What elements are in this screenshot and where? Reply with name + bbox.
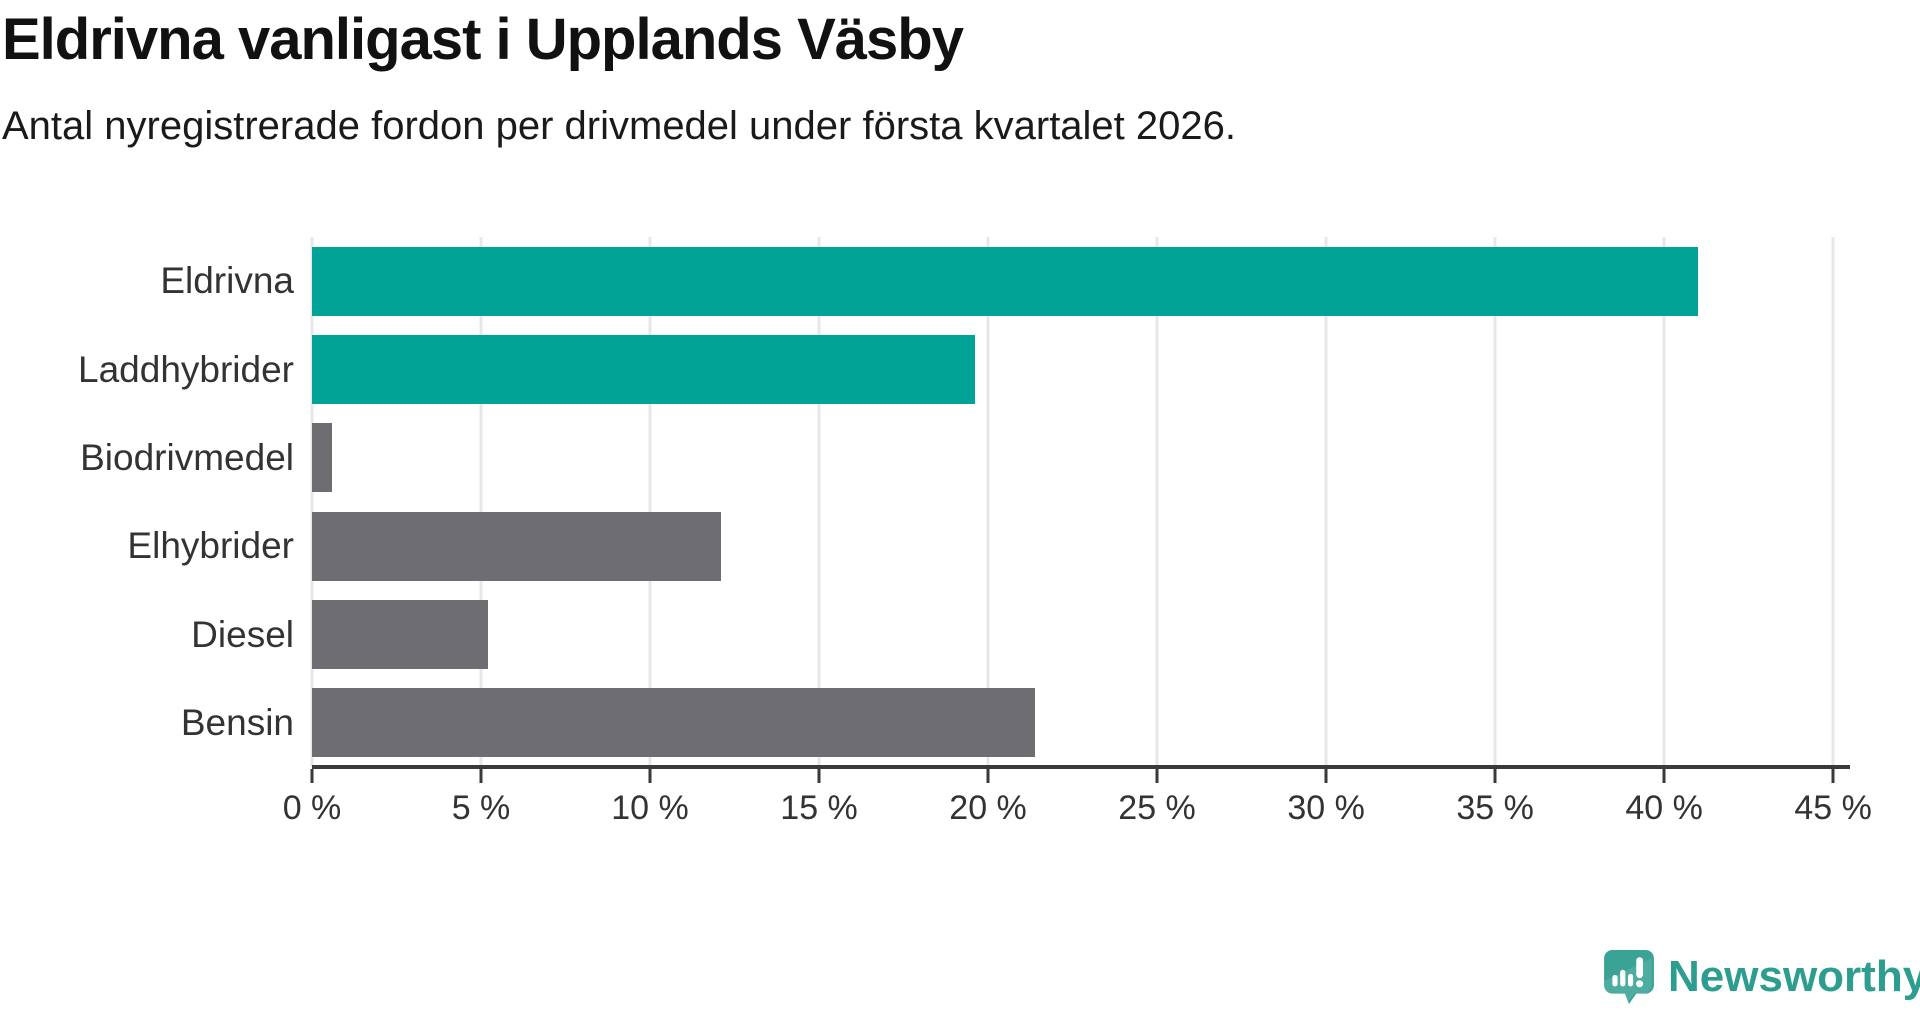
- x-tick-40: [1662, 769, 1666, 783]
- x-tick-label-40: 40 %: [1625, 789, 1703, 827]
- category-label-bensin: Bensin: [180, 701, 294, 743]
- plot-area: Eldrivna Laddhybrider Biodrivmedel Elhybrid…: [78, 237, 1872, 827]
- gridline-10: [648, 237, 652, 767]
- x-axis-line: [312, 765, 1850, 769]
- newsworthy-pin-barchart-icon: [1604, 950, 1654, 1004]
- gridline-30: [1324, 237, 1328, 767]
- chart-title: Eldrivna vanligast i Upplands Väsby: [2, 7, 964, 72]
- gridline-45: [1831, 237, 1835, 767]
- category-label-eldrivna: Eldrivna: [160, 260, 294, 302]
- category-label-laddhybrider: Laddhybrider: [78, 348, 294, 390]
- x-tick-10: [648, 769, 652, 783]
- x-tick-25: [1155, 769, 1159, 783]
- bar-bensin: [312, 688, 1036, 758]
- x-tick-label-45: 45 %: [1794, 789, 1872, 827]
- gridline-5: [479, 237, 483, 767]
- category-label-elhybrider: Elhybrider: [127, 525, 294, 567]
- gridline-15: [817, 237, 821, 767]
- newsworthy-wordmark: Newsworthy: [1668, 952, 1920, 1001]
- bar-eldrivna: [312, 246, 1698, 316]
- bar-biodrivmedel: [312, 423, 333, 493]
- x-tick-45: [1831, 769, 1835, 783]
- gridline-0: [310, 237, 314, 767]
- gridline-40: [1662, 237, 1666, 767]
- x-tick-5: [479, 769, 483, 783]
- x-tick-label-20: 20 %: [949, 789, 1027, 827]
- category-label-diesel: Diesel: [191, 613, 294, 655]
- x-tick-label-25: 25 %: [1118, 789, 1196, 827]
- bar-laddhybrider: [312, 335, 975, 404]
- x-tick-0: [310, 769, 314, 783]
- x-tick-label-30: 30 %: [1287, 789, 1365, 827]
- x-tick-label-10: 10 %: [611, 789, 689, 827]
- x-tick-35: [1493, 769, 1497, 783]
- x-tick-20: [986, 769, 990, 783]
- x-tick-15: [817, 769, 821, 783]
- category-label-biodrivmedel: Biodrivmedel: [80, 436, 294, 478]
- chart-subtitle: Antal nyregistrerade fordon per drivmede…: [2, 104, 1237, 148]
- gridline-35: [1493, 237, 1497, 767]
- x-tick-30: [1324, 769, 1328, 783]
- x-tick-label-0: 0 %: [282, 789, 342, 827]
- x-tick-label-15: 15 %: [780, 789, 858, 827]
- gridline-25: [1155, 237, 1159, 767]
- gridline-20: [986, 237, 990, 767]
- bar-diesel: [312, 600, 488, 669]
- x-tick-label-35: 35 %: [1456, 789, 1534, 827]
- x-tick-label-5: 5 %: [451, 789, 511, 827]
- newsworthy-logo: Newsworthy: [1604, 950, 1920, 1004]
- bar-elhybrider: [312, 511, 721, 581]
